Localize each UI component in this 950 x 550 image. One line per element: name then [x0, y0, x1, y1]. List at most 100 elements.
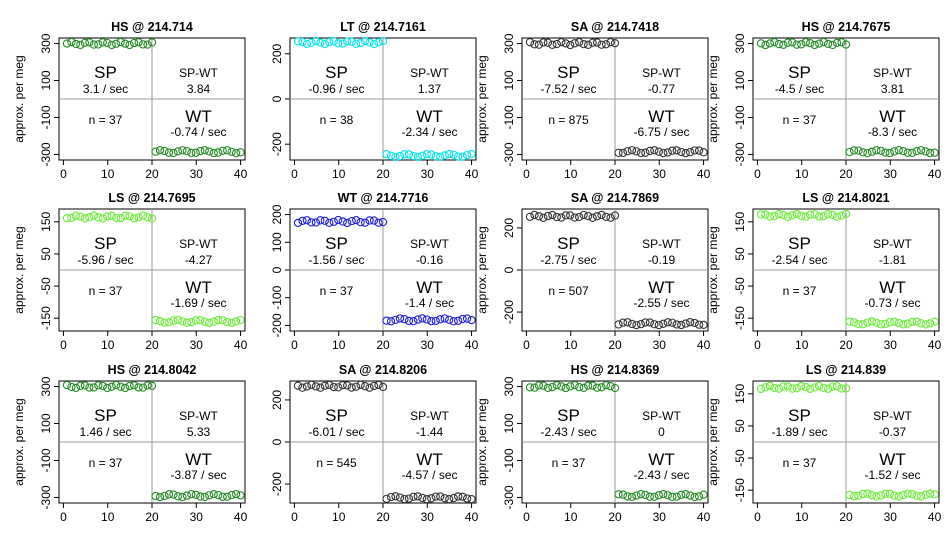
sp-point: [302, 216, 312, 225]
sp-point: [347, 216, 356, 226]
wt-point: [227, 318, 236, 327]
wt-point: [618, 318, 628, 327]
y-tick-label: 100: [39, 413, 53, 433]
sp-point: [80, 381, 90, 390]
sp-point: [756, 210, 766, 219]
sp-point: [298, 216, 307, 226]
wt-point: [854, 319, 863, 329]
sp-point: [98, 214, 107, 223]
sp-point: [138, 211, 148, 220]
sp-point: [293, 381, 303, 390]
sp-point: [365, 216, 374, 225]
wt-point: [467, 149, 476, 159]
sp-rate: -2.75 / sec: [540, 253, 596, 267]
sp-point: [365, 38, 374, 47]
wt-point: [431, 152, 440, 161]
sp-point: [374, 380, 383, 390]
wt-point: [427, 494, 436, 503]
wt-label: WT: [416, 278, 442, 297]
sp-point: [792, 209, 801, 219]
wt-point: [863, 489, 872, 498]
wt-point: [925, 319, 935, 328]
wt-point: [445, 149, 454, 159]
wt-point: [214, 490, 223, 500]
sp-point: [601, 212, 611, 222]
sp-point: [534, 40, 544, 49]
wt-point: [908, 317, 917, 327]
wt-point: [858, 148, 868, 157]
wt-point: [160, 146, 169, 156]
wt-point: [209, 489, 218, 499]
n-count: n = 37: [320, 284, 354, 298]
sp-point: [570, 39, 579, 48]
y-tick-label: -200: [502, 300, 516, 324]
wt-point: [386, 492, 396, 502]
sp-point: [575, 382, 584, 392]
sp-point: [374, 38, 383, 47]
sp-point: [588, 213, 597, 222]
wt-point: [881, 489, 890, 498]
wt-point: [155, 317, 165, 326]
wt-point: [458, 492, 467, 501]
wt-point: [876, 320, 886, 329]
wt-point: [654, 491, 663, 500]
sp-point: [819, 383, 828, 392]
wt-point: [614, 490, 623, 499]
sp-point: [548, 382, 557, 392]
x-tick-label: 20: [608, 510, 622, 524]
y-tick-label: -300: [39, 485, 53, 509]
chart-title: LS @ 214.7695: [108, 191, 195, 205]
wt-point: [854, 146, 863, 155]
y-tick-label: -100: [270, 285, 284, 309]
sp-point: [360, 382, 370, 391]
spwt-value: 3.81: [881, 82, 905, 96]
sp-point: [107, 40, 116, 50]
sp-point: [374, 218, 383, 227]
x-tick-label: 20: [145, 167, 159, 181]
x-tick-label: 0: [754, 510, 761, 524]
sp-point: [85, 38, 94, 47]
wt-point: [160, 318, 169, 327]
wt-point: [205, 147, 214, 156]
spwt-value: -4.27: [185, 253, 213, 267]
n-count: n = 37: [552, 456, 586, 470]
wt-point: [668, 146, 677, 155]
sp-point: [770, 211, 779, 221]
wt-point: [921, 320, 930, 329]
y-tick-label: 50: [733, 247, 747, 261]
sp-point: [85, 383, 94, 392]
sp-point: [351, 39, 361, 48]
y-tick-label: 150: [733, 384, 747, 404]
sp-point: [143, 381, 152, 390]
sp-point: [138, 383, 148, 392]
wt-rate: -3.87 / sec: [170, 468, 226, 482]
wt-point: [209, 148, 218, 158]
wt-point: [636, 148, 646, 158]
wt-point: [885, 318, 894, 327]
x-tick-label: 30: [653, 167, 667, 181]
sp-point: [779, 382, 788, 391]
sp-point: [525, 212, 535, 221]
sp-point: [307, 380, 316, 389]
sp-point: [320, 216, 329, 225]
spwt-value: 1.37: [418, 82, 442, 96]
sp-point: [293, 218, 303, 228]
y-tick-label: -150: [39, 306, 53, 330]
chart-title: LS @ 214.8021: [802, 191, 889, 205]
wt-point: [903, 489, 912, 498]
wt-point: [431, 492, 440, 501]
spwt-label: SP-WT: [873, 409, 912, 423]
sp-point: [116, 213, 125, 223]
sp-point: [369, 39, 379, 49]
x-tick-label: 30: [653, 338, 667, 352]
sp-point: [841, 40, 851, 49]
sp-point: [98, 381, 107, 391]
sp-point: [311, 382, 321, 391]
sp-point: [112, 39, 121, 48]
sp-point: [579, 39, 588, 49]
x-tick-label: 10: [332, 338, 346, 352]
sp-point: [566, 211, 575, 220]
spwt-label: SP-WT: [873, 237, 912, 251]
n-count: n = 37: [89, 284, 123, 298]
